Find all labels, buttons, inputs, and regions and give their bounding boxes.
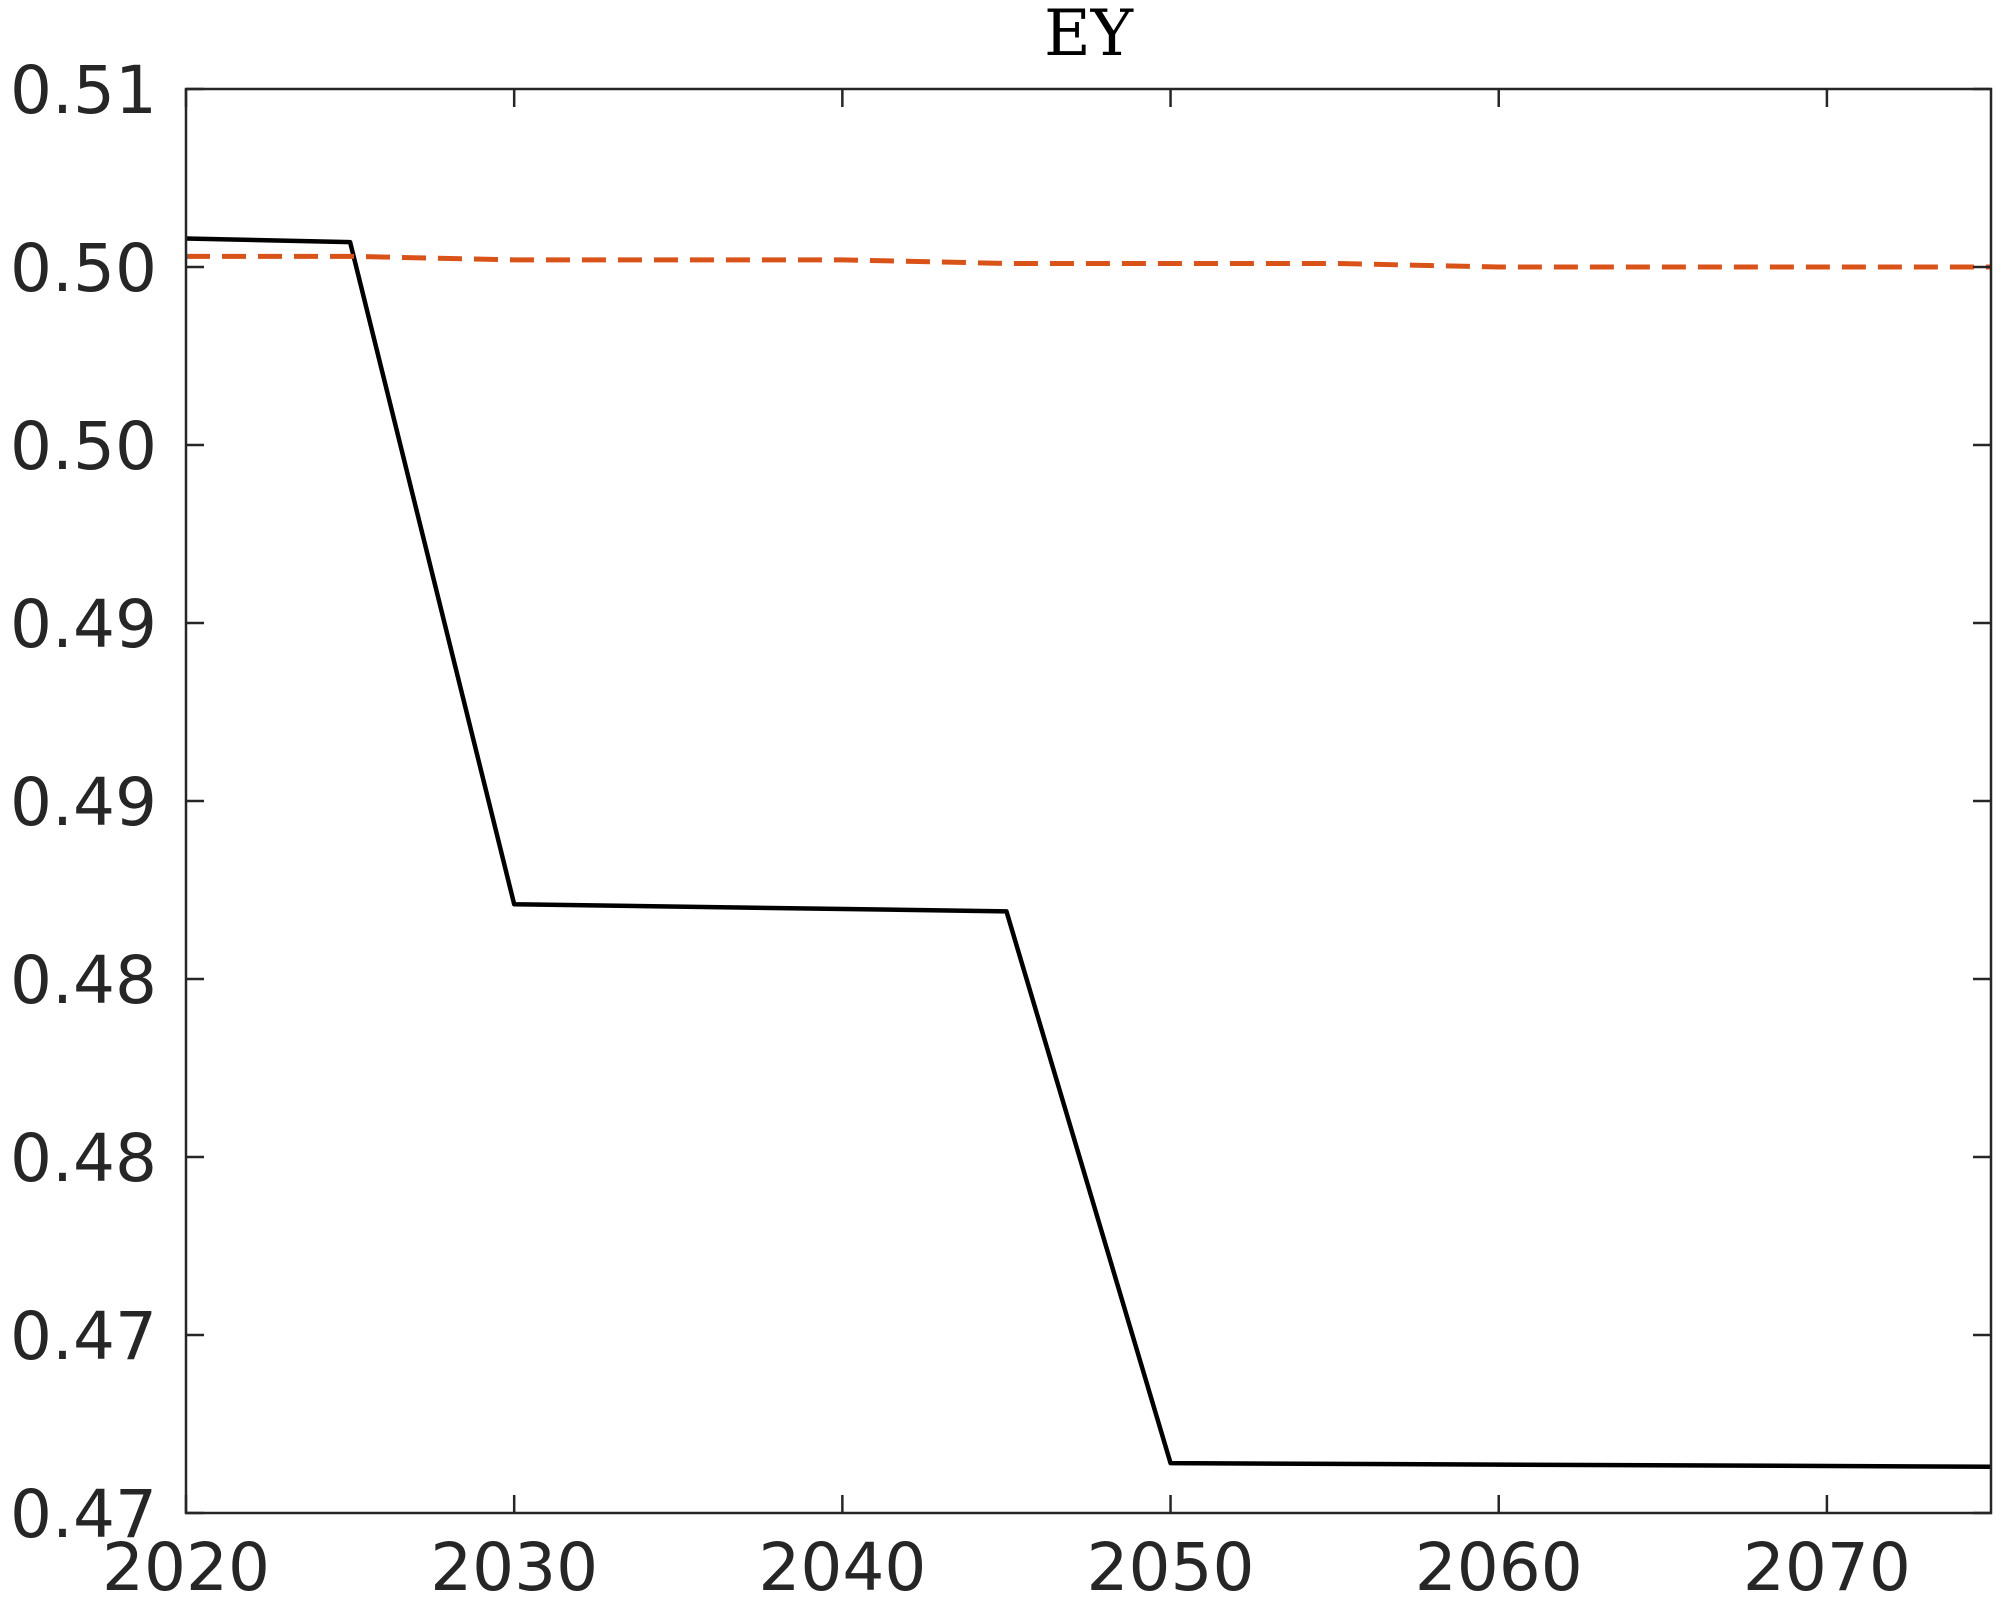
x-tick-label: 2060 xyxy=(1415,1529,1583,1606)
y-tick-label: 0.47 xyxy=(10,1476,157,1553)
series-line-solid xyxy=(185,236,1992,1469)
y-tick-label: 0.50 xyxy=(10,408,157,485)
x-tick-label: 2040 xyxy=(758,1529,926,1606)
series-layer xyxy=(185,236,1992,1469)
y-tick-label: 0.47 xyxy=(10,1298,157,1375)
x-tick-label: 2030 xyxy=(430,1529,598,1606)
chart-title: EY xyxy=(1044,0,1134,71)
x-tick-label: 2070 xyxy=(1743,1529,1911,1606)
series-line-dashed xyxy=(186,253,1991,270)
ticks-layer: 2020 2030 2040 2050 2060 2070 0.47 0.47 0.48 0.48… xyxy=(10,52,1991,1606)
y-tick-label: 0.48 xyxy=(10,942,157,1019)
y-tick-label: 0.50 xyxy=(10,230,157,307)
y-tick-label: 0.49 xyxy=(10,764,157,841)
y-tick-label: 0.48 xyxy=(10,1120,157,1197)
x-tick-label: 2020 xyxy=(102,1529,270,1606)
y-tick-label: 0.51 xyxy=(10,52,157,129)
y-tick-label: 0.49 xyxy=(10,586,157,663)
x-tick-label: 2050 xyxy=(1087,1529,1255,1606)
plot-frame xyxy=(184,87,1993,1515)
